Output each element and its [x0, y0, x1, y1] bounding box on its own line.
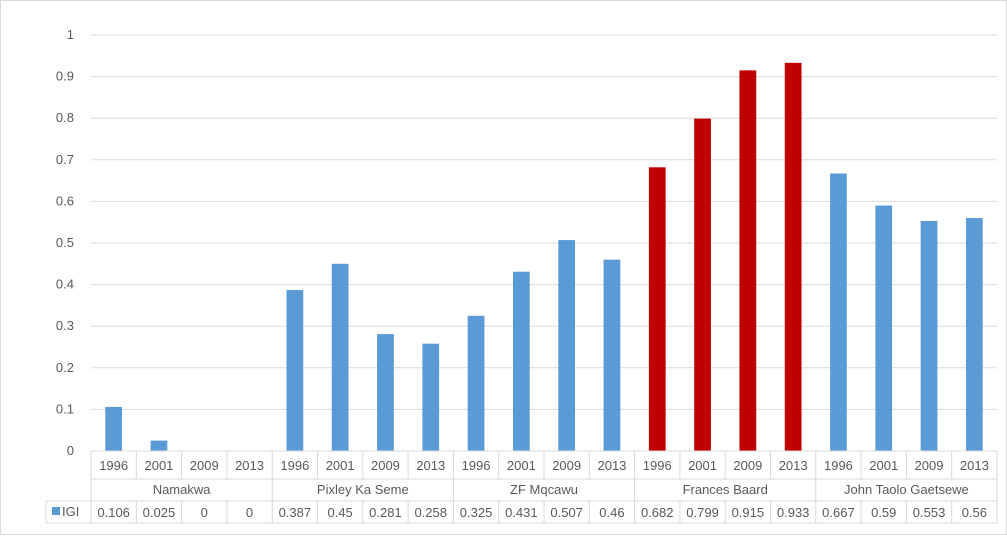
data-table: 1996 2001 2009 2013 1996 2001 2009 2013 1996 2001… [45, 450, 998, 524]
bar [648, 167, 666, 451]
x-tick-label: 2013 [416, 458, 445, 473]
y-tick-label: 0.3 [56, 318, 74, 333]
bar [467, 315, 485, 451]
data-value-label: 0.682 [641, 505, 674, 520]
data-value-label: 0.799 [686, 505, 719, 520]
bar [920, 220, 938, 451]
x-tick-label: 2001 [688, 458, 717, 473]
y-tick-label: 0.9 [56, 69, 74, 84]
y-tick-label: 0.4 [56, 277, 74, 292]
data-value-label: 0.59 [871, 505, 896, 520]
data-value-label: 0 [246, 505, 253, 520]
x-tick-label: 1996 [99, 458, 128, 473]
data-value-label: 0.553 [913, 505, 946, 520]
bars [105, 62, 983, 452]
bar [784, 62, 802, 451]
gridlines [91, 34, 997, 410]
data-value-label: 0.933 [777, 505, 810, 520]
data-value-label: 0.431 [505, 505, 538, 520]
x-tick-label: 2009 [190, 458, 219, 473]
data-value-label: 0.281 [369, 505, 402, 520]
data-value-label: 0.325 [460, 505, 493, 520]
y-axis-ticks: 0 0.1 0.2 0.3 0.4 0.5 0.6 0.7 0.8 0.9 1 [56, 27, 74, 458]
x-tick-label: 2001 [144, 458, 173, 473]
y-tick-label: 1 [67, 27, 74, 42]
bar [331, 263, 349, 451]
data-value-label: 0.258 [414, 505, 447, 520]
group-label: Pixley Ka Seme [317, 482, 409, 497]
bar [150, 440, 168, 451]
x-tick-label: 2013 [235, 458, 264, 473]
group-label: ZF Mqcawu [510, 482, 578, 497]
bar [105, 406, 123, 451]
x-tick-label: 2013 [597, 458, 626, 473]
data-value-label: 0.667 [822, 505, 855, 520]
bar [286, 290, 304, 451]
bar [830, 173, 847, 451]
x-tick-label: 2001 [869, 458, 898, 473]
data-value-label: 0.45 [327, 505, 352, 520]
data-value-label: 0.507 [550, 505, 583, 520]
data-value-label: 0.106 [97, 505, 130, 520]
bar [422, 343, 440, 451]
data-value-label: 0.025 [143, 505, 176, 520]
data-value-label: 0.915 [732, 505, 765, 520]
group-label: Namakwa [153, 482, 212, 497]
x-tick-label: 1996 [643, 458, 672, 473]
x-tick-label: 2001 [507, 458, 536, 473]
bar [875, 205, 893, 451]
y-tick-label: 0.1 [56, 401, 74, 416]
y-tick-label: 0.7 [56, 152, 74, 167]
y-tick-label: 0.2 [56, 360, 74, 375]
bar [965, 218, 983, 451]
bar [558, 240, 576, 451]
legend-swatch [52, 507, 60, 515]
x-tick-label: 2013 [779, 458, 808, 473]
bar [694, 118, 711, 451]
data-value-label: 0 [201, 505, 208, 520]
bar [512, 271, 530, 451]
bar [377, 334, 394, 451]
bar [739, 70, 757, 452]
x-tick-label: 2013 [960, 458, 989, 473]
x-tick-label: 2009 [733, 458, 762, 473]
x-tick-label: 2009 [552, 458, 581, 473]
x-tick-label: 2009 [915, 458, 944, 473]
x-tick-label: 1996 [824, 458, 853, 473]
data-value-label: 0.56 [962, 505, 987, 520]
x-tick-label: 1996 [280, 458, 309, 473]
bar [603, 259, 621, 451]
x-tick-label: 2001 [326, 458, 355, 473]
y-tick-label: 0.5 [56, 235, 74, 250]
legend-label: IGI [62, 504, 79, 519]
y-tick-label: 0.8 [56, 110, 74, 125]
group-label: John Taolo Gaetsewe [844, 482, 969, 497]
data-value-label: 0.387 [279, 505, 312, 520]
data-value-label: 0.46 [599, 505, 624, 520]
x-tick-label: 1996 [462, 458, 491, 473]
y-tick-label: 0 [67, 443, 74, 458]
x-tick-label: 2009 [371, 458, 400, 473]
group-label: Frances Baard [683, 482, 768, 497]
y-tick-label: 0.6 [56, 193, 74, 208]
